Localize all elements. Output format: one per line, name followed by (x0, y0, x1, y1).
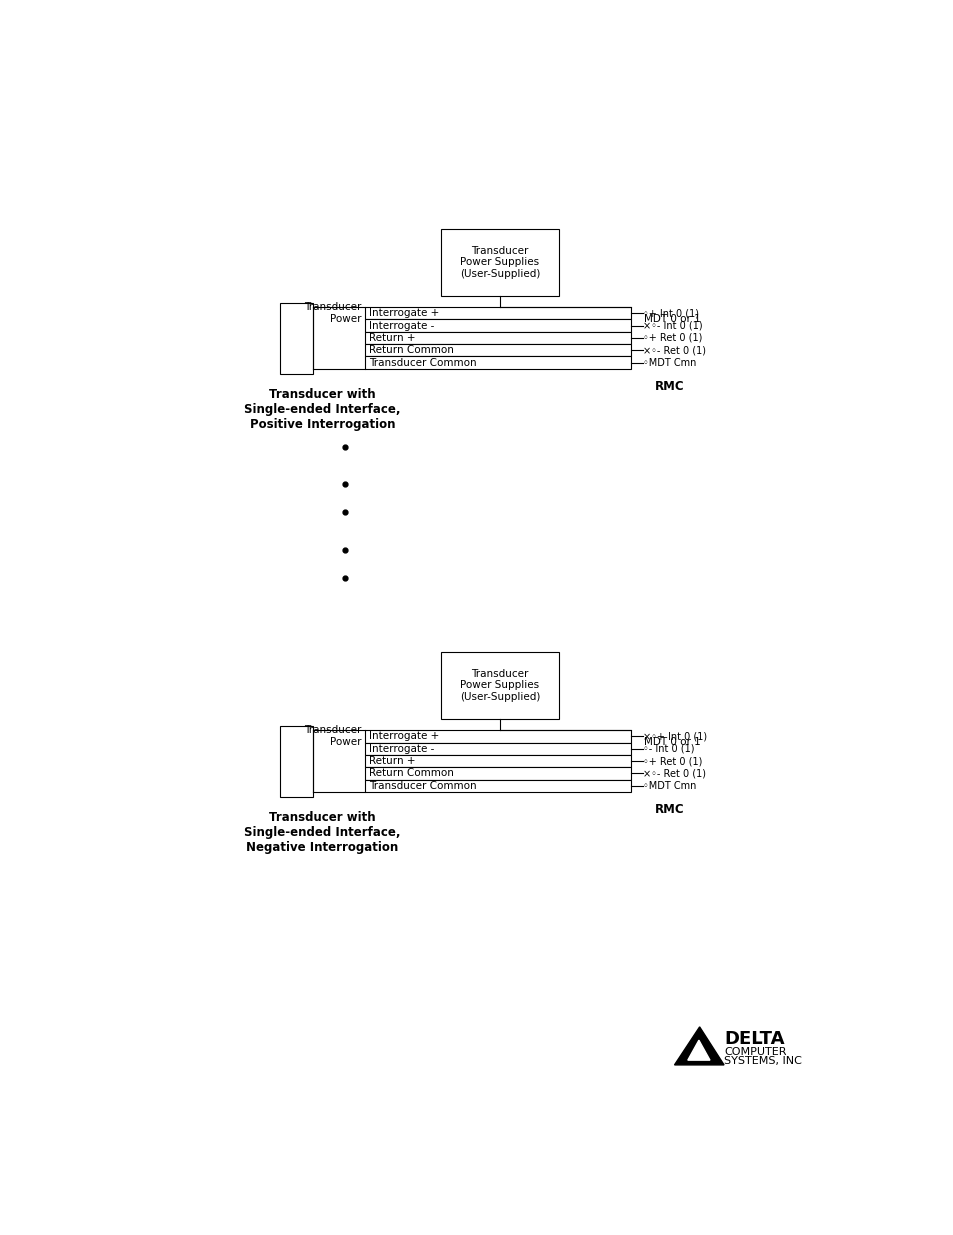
Text: Transducer
Power: Transducer Power (304, 725, 361, 747)
Text: Transducer
Power: Transducer Power (304, 303, 361, 324)
Text: Return +: Return + (369, 756, 416, 766)
Text: ×◦- Ret 0 (1): ×◦- Ret 0 (1) (642, 768, 705, 778)
Bar (364, 730, 630, 742)
Bar (440, 652, 558, 719)
Bar (364, 345, 630, 357)
Text: DELTA: DELTA (723, 1030, 783, 1047)
Bar (364, 742, 630, 755)
Text: RMC: RMC (655, 804, 684, 816)
Bar (280, 726, 313, 797)
Text: ×◦- Int 0 (1): ×◦- Int 0 (1) (642, 321, 701, 331)
Text: MDT 0 or 1: MDT 0 or 1 (643, 737, 700, 747)
Text: Interrogate -: Interrogate - (369, 321, 434, 331)
Text: ◦+ Ret 0 (1): ◦+ Ret 0 (1) (642, 333, 701, 343)
Text: Return +: Return + (369, 333, 416, 343)
Text: ×◦- Ret 0 (1): ×◦- Ret 0 (1) (642, 346, 705, 356)
Bar (280, 304, 313, 373)
Bar (364, 779, 630, 792)
Polygon shape (687, 1040, 709, 1060)
Text: MDT 0 or 1: MDT 0 or 1 (643, 314, 700, 324)
Bar (364, 308, 630, 320)
Bar (364, 332, 630, 345)
Text: Return Common: Return Common (369, 346, 454, 356)
Text: ◦MDT Cmn: ◦MDT Cmn (642, 781, 696, 790)
Bar (364, 357, 630, 369)
Text: ◦+ Ret 0 (1): ◦+ Ret 0 (1) (642, 756, 701, 766)
Bar (364, 755, 630, 767)
Bar (364, 320, 630, 332)
Text: Return Common: Return Common (369, 768, 454, 778)
Text: ◦- Int 0 (1): ◦- Int 0 (1) (642, 743, 694, 753)
Text: COMPUTER: COMPUTER (723, 1047, 785, 1057)
Text: Transducer
Power Supplies
(User-Supplied): Transducer Power Supplies (User-Supplied… (459, 669, 539, 701)
Text: Interrogate -: Interrogate - (369, 743, 434, 753)
Text: Interrogate +: Interrogate + (369, 731, 439, 741)
Text: Transducer with
Single-ended Interface,
Positive Interrogation: Transducer with Single-ended Interface, … (244, 388, 400, 431)
Bar (440, 228, 558, 295)
Text: Interrogate +: Interrogate + (369, 309, 439, 319)
Text: ◦+ Int 0 (1): ◦+ Int 0 (1) (642, 309, 698, 319)
Text: Transducer
Power Supplies
(User-Supplied): Transducer Power Supplies (User-Supplied… (459, 246, 539, 279)
Text: Transducer with
Single-ended Interface,
Negative Interrogation: Transducer with Single-ended Interface, … (244, 811, 400, 855)
Text: Transducer Common: Transducer Common (369, 781, 476, 790)
Bar (364, 767, 630, 779)
Text: RMC: RMC (655, 380, 684, 393)
Polygon shape (674, 1026, 723, 1065)
Text: ◦MDT Cmn: ◦MDT Cmn (642, 358, 696, 368)
Text: ×◦+ Int 0 (1): ×◦+ Int 0 (1) (642, 731, 706, 741)
Text: SYSTEMS, INC: SYSTEMS, INC (723, 1056, 801, 1066)
Text: Transducer Common: Transducer Common (369, 358, 476, 368)
